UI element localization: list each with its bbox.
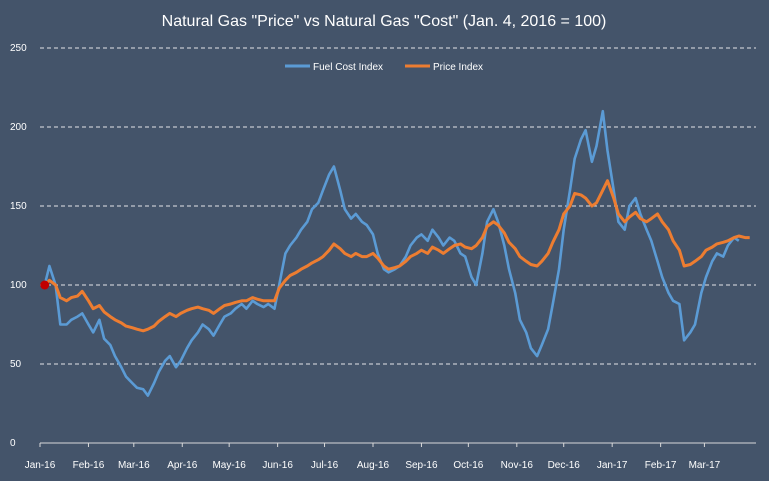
y-tick-label: 0 bbox=[10, 438, 16, 449]
x-tick-label: Nov-16 bbox=[501, 460, 534, 471]
start-marker bbox=[40, 280, 50, 290]
x-tick-label: Apr-16 bbox=[167, 460, 197, 471]
series-lines bbox=[40, 109, 750, 397]
x-tick-label: May-16 bbox=[212, 460, 246, 471]
x-tick-label: Feb-17 bbox=[645, 460, 677, 471]
y-axis-ticks: 0 50 100 150 200 250 bbox=[10, 43, 27, 449]
x-tick-label: Oct-16 bbox=[453, 460, 483, 471]
x-tick-label: Jul-16 bbox=[311, 460, 339, 471]
chart-title: Natural Gas "Price" vs Natural Gas "Cost… bbox=[162, 13, 607, 30]
legend-label: Price Index bbox=[433, 62, 483, 73]
series-line-price-index bbox=[43, 179, 750, 333]
x-tick-label: Feb-16 bbox=[73, 460, 105, 471]
x-tick-label: Mar-17 bbox=[689, 460, 721, 471]
series-line-fuel-cost-index bbox=[43, 109, 740, 397]
x-tick-label: Jan-17 bbox=[597, 460, 628, 471]
x-tick-label: Mar-16 bbox=[118, 460, 150, 471]
x-tick-label: Jun-16 bbox=[262, 460, 293, 471]
x-axis-ticks: Jan-16 Feb-16 Mar-16 Apr-16 May-16 Jun-16 Jul-… bbox=[25, 443, 721, 471]
y-tick-label: 150 bbox=[10, 201, 27, 212]
y-tick-label: 200 bbox=[10, 122, 27, 133]
y-tick-label: 250 bbox=[10, 43, 27, 54]
gridlines bbox=[40, 47, 756, 365]
x-tick-label: Sep-16 bbox=[405, 460, 438, 471]
y-tick-label: 100 bbox=[10, 280, 27, 291]
legend: Fuel Cost Index Price Index bbox=[285, 62, 483, 73]
legend-label: Fuel Cost Index bbox=[313, 62, 383, 73]
x-tick-label: Aug-16 bbox=[357, 460, 390, 471]
y-tick-label: 50 bbox=[10, 359, 22, 370]
x-tick-label: Jan-16 bbox=[25, 460, 56, 471]
x-tick-label: Dec-16 bbox=[548, 460, 581, 471]
